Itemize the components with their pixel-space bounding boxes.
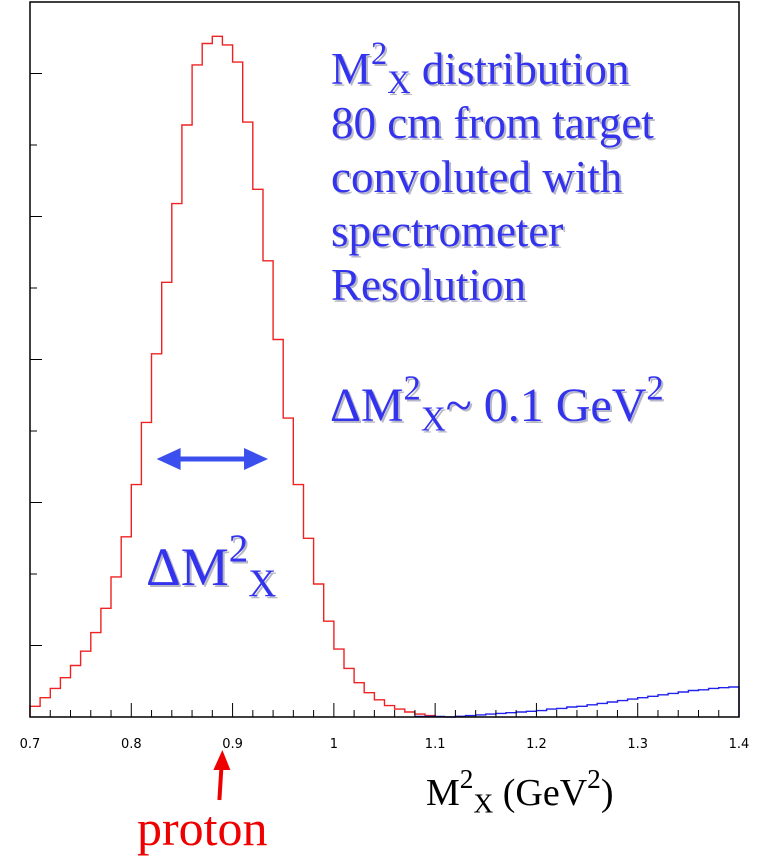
width-label: ΔM2X: [146, 526, 277, 605]
x-tick-label: 1.3: [627, 737, 648, 752]
proton-label: proton: [137, 800, 268, 856]
description-line-4: spectrometer: [331, 206, 564, 256]
resolution-annotation: ΔM2X~ 0.1 GeV2: [330, 369, 664, 439]
proton-arrow-head: [213, 750, 231, 770]
description-line-5: Resolution: [331, 260, 527, 310]
x-tick-label: 1.4: [729, 737, 750, 752]
x-tick-label: 0.7: [20, 737, 41, 752]
histogram-series-1: [445, 686, 740, 718]
description-annotation: M2X distribution 80 cm from target convo…: [331, 35, 654, 312]
description-line-2: 80 cm from target: [331, 98, 654, 148]
x-tick-label: 1.2: [526, 737, 547, 752]
x-tick-label: 1: [330, 737, 338, 752]
x-axis-label: M2X (GeV2): [426, 764, 614, 819]
description-line-3: convoluted with: [331, 152, 623, 202]
proton-arrow-shaft: [217, 767, 224, 801]
width-arrow-right-head: [244, 448, 269, 470]
axis-ticks: 0.7 0.8 0.9 1 1.1 1.2 1.3 1.4: [20, 1, 750, 752]
width-arrow-left-head: [156, 448, 181, 470]
histogram-series-0: [29, 35, 436, 717]
x-tick-label: 0.9: [222, 737, 243, 752]
description-line-1: M2X distribution: [331, 35, 630, 102]
x-tick-label: 0.8: [121, 737, 142, 752]
x-tick-label: 1.1: [425, 737, 446, 752]
annotation-arrows: [156, 448, 269, 801]
